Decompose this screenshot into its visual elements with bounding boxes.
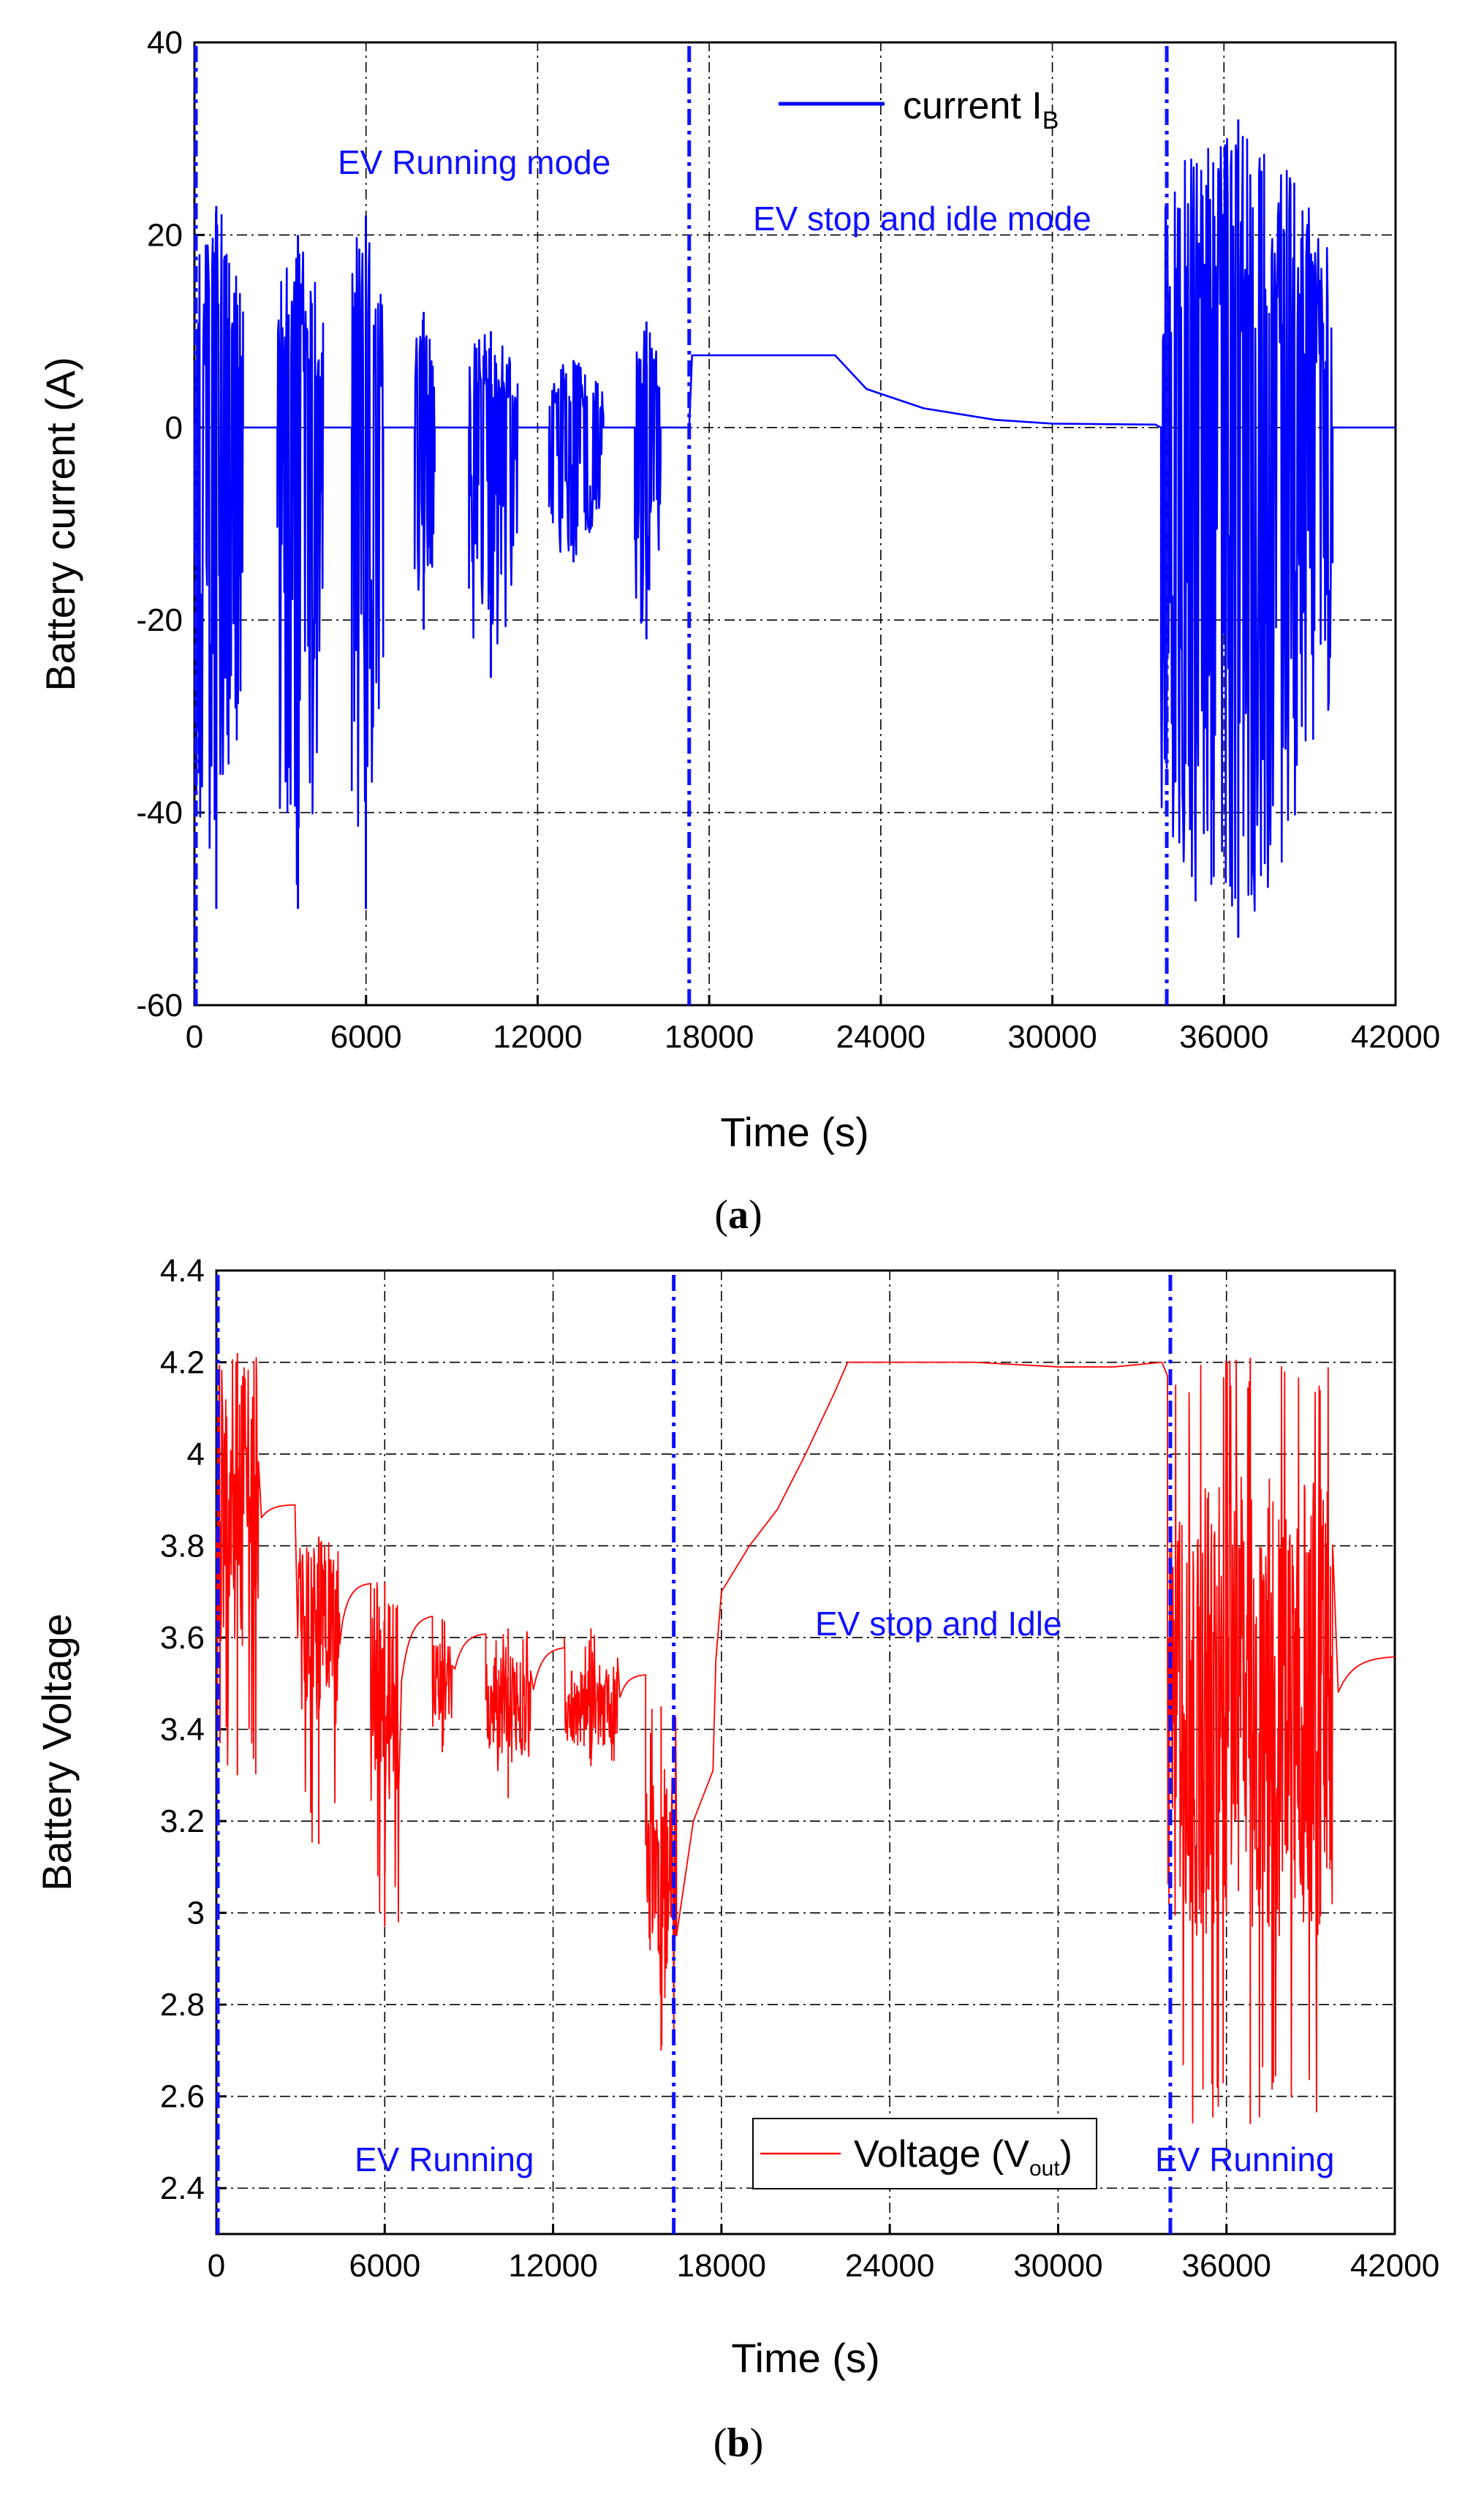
chart-a-series	[193, 119, 1396, 938]
chart-b-ylabel: Battery Voltage	[34, 1613, 80, 1891]
chart-a-annotation-running: EV Running mode	[338, 143, 610, 181]
chart-a-xlabel: Time (s)	[720, 1109, 868, 1155]
chart-b-legend-label: Voltage (Vout)	[854, 2133, 1072, 2181]
chart-b-ytick-label: 2.8	[160, 1987, 205, 2023]
chart-b-ytick-label: 4.2	[160, 1345, 205, 1381]
chart-b-xtick-label: 6000	[349, 2248, 420, 2284]
chart-a-ytick-label: 0	[165, 410, 183, 446]
chart-a-xtick-label: 36000	[1179, 1019, 1268, 1055]
chart-a-xtick-label: 12000	[493, 1019, 582, 1055]
chart-b-xtick-label: 12000	[508, 2248, 597, 2284]
chart-b-ytick-label: 3.4	[160, 1712, 205, 1748]
chart-a-ytick-label: 40	[147, 25, 183, 61]
chart-b-xtick-label: 18000	[677, 2248, 766, 2284]
chart-b-ytick-label: 2.4	[160, 2170, 205, 2206]
chart-b-ytick-label: 3.2	[160, 1803, 205, 1839]
chart-a-xtick-label: 6000	[330, 1019, 402, 1055]
chart-a-ytick-label: -40	[136, 795, 183, 831]
chart-a-legend: current IB	[779, 85, 1059, 135]
chart-b-ytick-label: 4	[187, 1436, 205, 1472]
chart-b-ytick-label: 3.6	[160, 1620, 205, 1656]
chart-b-series-voltage	[216, 1357, 1396, 2124]
chart-b-annotation-running-left: EV Running	[355, 2140, 534, 2178]
chart-a-ytick-label: -60	[136, 988, 183, 1023]
chart-b-ytick-label: 3	[187, 1896, 205, 1931]
chart-a-xtick-label: 18000	[665, 1019, 754, 1055]
chart-a-series-current	[193, 135, 1396, 912]
chart-a-xtick-label: 0	[186, 1019, 203, 1055]
chart-b-xtick-label: 30000	[1013, 2248, 1102, 2284]
chart-b-annotation-running-right: EV Running	[1155, 2140, 1335, 2178]
chart-b-xtick-label: 24000	[845, 2248, 934, 2284]
chart-b-mode-lines	[216, 1271, 1173, 2234]
chart-b-legend: Voltage (Vout)	[752, 2118, 1097, 2189]
chart-a-xtick-label: 24000	[836, 1019, 925, 1055]
chart-b-ytick-label: 3.8	[160, 1529, 205, 1564]
chart-a-ylabel: Battery current (A)	[37, 357, 83, 691]
chart-a-xtick-label: 42000	[1351, 1019, 1440, 1055]
chart-a: 0 6000 12000 18000 24000 30000 36000 42000 -60 -4…	[37, 25, 1440, 1238]
chart-b-ytick-label: 4.4	[160, 1253, 205, 1289]
chart-b: 0 6000 12000 18000 24000 30000 36000 42000 2.4 2.…	[34, 1253, 1439, 2466]
chart-b-xtick-label: 36000	[1182, 2248, 1271, 2284]
chart-b-annotation-idle: EV stop and Idle	[815, 1605, 1062, 1643]
chart-a-ytick-label: 20	[147, 217, 183, 253]
chart-a-caption: (a)	[714, 1192, 762, 1238]
chart-b-ticks: 0 6000 12000 18000 24000 30000 36000 42000 2.4 2.…	[160, 1253, 1439, 2284]
chart-b-caption: (b)	[713, 2420, 763, 2466]
chart-b-xtick-label: 0	[208, 2248, 225, 2284]
chart-a-annotation-idle: EV stop and idle mode	[753, 200, 1091, 238]
chart-b-xlabel: Time (s)	[731, 2335, 879, 2381]
chart-a-mode-lines	[194, 42, 1169, 1005]
chart-a-ytick-label: -20	[136, 602, 183, 638]
chart-b-xtick-label: 42000	[1350, 2248, 1439, 2284]
chart-a-legend-label: current IB	[903, 85, 1059, 135]
chart-a-ticks: 0 6000 12000 18000 24000 30000 36000 42000 -60 -4…	[136, 25, 1440, 1055]
chart-b-series	[216, 1352, 1396, 2124]
chart-b-ytick-label: 2.6	[160, 2079, 205, 2115]
chart-a-xtick-label: 30000	[1007, 1019, 1097, 1055]
